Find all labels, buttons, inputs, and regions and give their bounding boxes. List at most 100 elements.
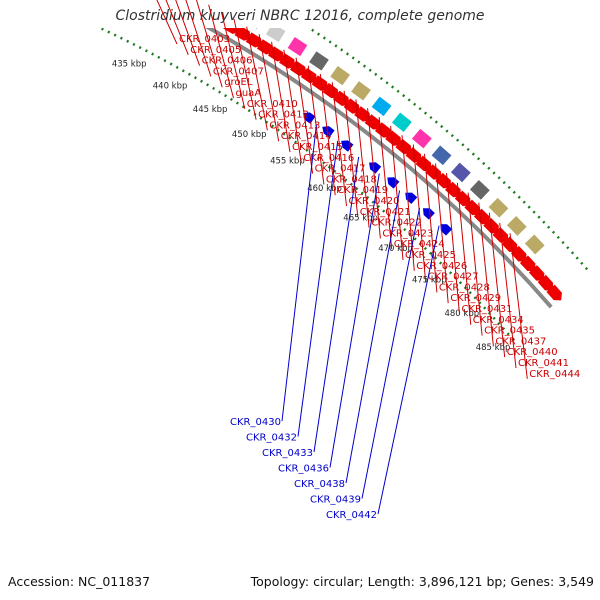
forward-gene-label: CKR_0429: [450, 293, 501, 304]
forward-leader-line: [246, 26, 268, 131]
forward-leader-line: [456, 182, 472, 325]
forward-leader-line: [208, 4, 234, 99]
forward-gene-label: CKR_0425: [405, 250, 456, 261]
forward-gene-arrow: [385, 130, 402, 146]
forward-leader-line: [390, 126, 404, 261]
forward-gene-label: CKR_0421: [360, 207, 411, 218]
forward-gene-arrow: [166, 0, 185, 5]
forward-gene-label: CKR_0435: [484, 326, 535, 337]
forward-gene-label: CKR_0441: [518, 358, 569, 369]
tick-label: 445 kbp: [193, 105, 228, 115]
feature-block: [488, 197, 509, 218]
forward-leader-line: [271, 41, 291, 153]
forward-leader-line: [435, 163, 449, 304]
forward-gene-label: CKR_0406: [202, 56, 253, 67]
reverse-gene-arrow: [86, 0, 101, 1]
forward-leader-line: [195, 0, 223, 88]
tick-label: 485 kbp: [476, 343, 511, 353]
reverse-gene-arrow: [369, 162, 382, 174]
forward-gene-label: CKR_0431: [462, 304, 513, 315]
reverse-gene-label: CKR_0439: [310, 495, 361, 506]
forward-leader-line: [488, 212, 506, 358]
forward-gene-label: CKR_0413: [269, 120, 320, 131]
forward-gene-arrow: [464, 199, 480, 216]
feature-block: [199, 0, 218, 3]
tick-label: 475 kbp: [412, 276, 447, 286]
forward-gene-label: guaA: [236, 88, 262, 99]
forward-leader-line: [156, 0, 178, 45]
tick-label: 480 kbp: [444, 309, 479, 319]
forward-gene-arrow: [546, 284, 562, 301]
forward-gene-label: CKR_0428: [439, 282, 490, 293]
forward-gene-arrow: [528, 265, 545, 281]
reverse-gene-arrow: [387, 177, 400, 189]
feature-block: [243, 28, 264, 29]
forward-gene-arrow: [519, 255, 536, 272]
reverse-gene-arrow: [440, 224, 453, 236]
feature-block: [431, 145, 452, 166]
forward-leader-line: [165, 0, 189, 55]
forward-gene-label: CKR_0434: [473, 315, 524, 326]
forward-gene-arrow: [405, 147, 422, 163]
forward-gene-label: CKR_0403: [179, 34, 230, 45]
reverse-gene-label: CKR_0430: [230, 417, 281, 428]
reverse-leader-line: [297, 140, 339, 437]
feature-block: [411, 128, 432, 149]
forward-gene-arrow: [177, 0, 196, 11]
feature-block: [391, 112, 412, 133]
reverse-leader-line: [377, 225, 440, 515]
feature-block: [469, 180, 490, 200]
forward-gene-arrow: [445, 181, 461, 198]
forward-gene-label: CKR_0437: [495, 336, 546, 347]
forward-gene-label: CKR_0414: [281, 131, 332, 142]
forward-gene-label: CKR_0444: [529, 369, 580, 380]
forward-gene-arrow: [223, 28, 240, 35]
tick-label: 470 kbp: [378, 244, 413, 254]
forward-gene-arrow: [492, 227, 509, 243]
tick-label: 440 kbp: [153, 82, 188, 92]
reverse-gene-label: CKR_0432: [246, 433, 297, 444]
forward-gene-label: CKR_0418: [326, 174, 377, 185]
forward-gene-arrow: [374, 122, 391, 138]
forward-gene-arrow: [415, 155, 432, 172]
forward-gene-arrow: [435, 172, 451, 189]
forward-gene-arrow: [322, 82, 339, 99]
forward-leader-line: [412, 144, 427, 282]
tick-label: 435 kbp: [112, 60, 147, 70]
reverse-gene-label: CKR_0438: [294, 479, 345, 490]
reverse-gene-label: CKR_0436: [278, 464, 329, 475]
genome-backbone: [205, 28, 553, 309]
forward-gene-label: CKR_0426: [416, 261, 467, 272]
forward-leader-line: [175, 0, 201, 66]
feature-block: [371, 96, 392, 117]
reverse-leader-line: [313, 156, 360, 453]
reverse-gene-arrow: [405, 192, 418, 204]
forward-leader-line: [233, 19, 257, 120]
feature-block: [506, 216, 527, 236]
forward-gene-arrow: [289, 60, 307, 76]
forward-gene-label: CKR_0440: [507, 347, 558, 358]
forward-gene-arrow: [501, 236, 518, 253]
forward-leader-line: [446, 172, 460, 315]
forward-leader-line: [220, 11, 246, 109]
forward-gene-label: CKR_0422: [371, 218, 422, 229]
reverse-gene-arrow: [341, 140, 354, 152]
feature-block: [524, 234, 545, 255]
forward-leader-line: [509, 233, 528, 379]
forward-leader-line: [478, 202, 494, 347]
feature-block: [351, 81, 371, 101]
reverse-gene-arrow: [303, 112, 316, 124]
forward-leader-line: [401, 135, 415, 271]
reverse-gene-label: CKR_0442: [326, 510, 377, 521]
feature-block: [450, 162, 471, 183]
forward-leader-line: [295, 57, 314, 174]
forward-leader-line: [467, 192, 483, 336]
feature-block: [309, 51, 329, 71]
forward-gene-label: CKR_0416: [303, 153, 354, 164]
forward-gene-arrow: [343, 98, 360, 114]
tick-label: 450 kbp: [232, 130, 267, 140]
forward-leader-line: [355, 99, 370, 228]
reverse-gene-arrow: [322, 126, 335, 138]
forward-gene-arrow: [234, 28, 252, 41]
